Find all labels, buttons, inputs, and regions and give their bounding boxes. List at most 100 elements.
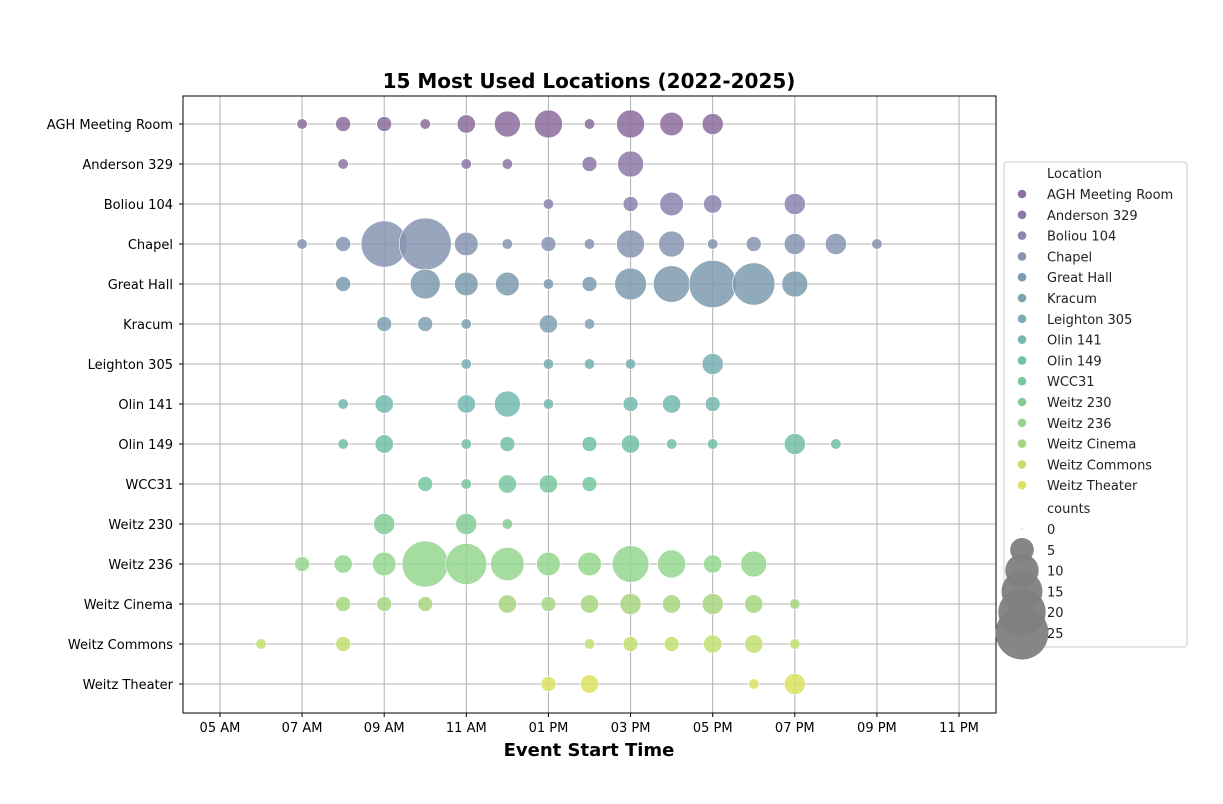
legend-size-label: 0 bbox=[1047, 523, 1055, 538]
data-point bbox=[701, 113, 724, 135]
data-point bbox=[783, 193, 806, 215]
data-point bbox=[497, 594, 517, 614]
data-point bbox=[581, 156, 598, 172]
x-tick-label: 05 PM bbox=[693, 721, 733, 736]
data-point bbox=[497, 474, 517, 494]
data-point bbox=[621, 434, 641, 454]
data-point bbox=[583, 118, 596, 130]
data-point bbox=[666, 438, 678, 450]
legend-label: Olin 149 bbox=[1047, 354, 1102, 369]
data-point bbox=[419, 118, 431, 130]
data-point bbox=[542, 198, 555, 210]
y-tick-label: Anderson 329 bbox=[82, 158, 173, 173]
y-tick-label: Weitz Cinema bbox=[84, 598, 173, 613]
data-point bbox=[662, 594, 682, 614]
legend-marker bbox=[1017, 356, 1027, 365]
data-point bbox=[744, 594, 764, 614]
data-point bbox=[783, 233, 806, 255]
legend-marker bbox=[1017, 439, 1027, 448]
data-point bbox=[611, 545, 650, 583]
data-point bbox=[296, 238, 308, 250]
y-tick-label: Leighton 305 bbox=[88, 358, 173, 373]
legend-label: Weitz Cinema bbox=[1047, 438, 1136, 453]
data-point bbox=[540, 676, 557, 692]
data-point bbox=[460, 158, 472, 170]
data-point bbox=[460, 318, 472, 330]
x-tick-label: 07 PM bbox=[775, 721, 815, 736]
data-point bbox=[581, 276, 598, 292]
legend-size-label: 10 bbox=[1047, 565, 1064, 580]
data-point bbox=[657, 549, 686, 579]
data-point bbox=[454, 231, 479, 257]
data-point bbox=[583, 238, 596, 250]
data-point bbox=[374, 434, 394, 454]
data-point bbox=[614, 267, 647, 301]
data-point bbox=[583, 318, 596, 330]
legend-size-entries: 0 5 10 15 20 25 bbox=[995, 523, 1064, 660]
data-point bbox=[701, 593, 724, 615]
data-point bbox=[501, 158, 513, 170]
data-point bbox=[376, 116, 392, 132]
data-point bbox=[296, 118, 308, 130]
data-point bbox=[542, 358, 555, 370]
y-tick-label: Olin 141 bbox=[118, 398, 173, 413]
legend-label: WCC31 bbox=[1047, 375, 1095, 390]
legend-label: Weitz 236 bbox=[1047, 417, 1112, 432]
data-point bbox=[409, 268, 441, 300]
y-tick-label: AGH Meeting Room bbox=[47, 118, 173, 133]
legend-size-label: 20 bbox=[1047, 606, 1064, 621]
data-point bbox=[707, 238, 719, 250]
data-point bbox=[373, 513, 396, 535]
data-point bbox=[494, 110, 521, 138]
data-point bbox=[659, 111, 684, 137]
data-point bbox=[536, 551, 561, 577]
data-point bbox=[540, 236, 557, 252]
data-point bbox=[830, 438, 842, 450]
y-tick-label: Weitz Commons bbox=[68, 638, 173, 653]
legend-label: Great Hall bbox=[1047, 271, 1112, 286]
data-point bbox=[417, 316, 434, 332]
legend-label: Kracum bbox=[1047, 292, 1097, 307]
legend-size-label: 25 bbox=[1047, 627, 1064, 642]
legend-label: Anderson 329 bbox=[1047, 209, 1138, 224]
data-point bbox=[401, 540, 449, 588]
data-point bbox=[617, 150, 644, 178]
y-tick-label: Kracum bbox=[123, 318, 173, 333]
data-point bbox=[445, 543, 488, 585]
legend-marker bbox=[1017, 480, 1027, 490]
data-point bbox=[622, 396, 639, 412]
legend-label: Chapel bbox=[1047, 250, 1092, 265]
legend-label: Boliou 104 bbox=[1047, 230, 1116, 245]
data-point bbox=[335, 276, 351, 292]
legend-marker bbox=[1017, 314, 1027, 324]
data-point bbox=[542, 278, 555, 290]
data-point bbox=[824, 233, 847, 255]
data-point bbox=[583, 358, 596, 370]
legend-marker bbox=[1017, 272, 1027, 282]
data-point bbox=[333, 554, 353, 574]
legend-frame bbox=[1003, 161, 1188, 648]
data-point bbox=[374, 394, 394, 414]
data-point bbox=[454, 271, 479, 297]
data-point bbox=[707, 438, 719, 450]
x-tick-label: 11 PM bbox=[939, 721, 979, 736]
data-point bbox=[703, 634, 723, 654]
legend-marker bbox=[1017, 376, 1027, 386]
data-point bbox=[490, 546, 525, 582]
legend-title-counts: counts bbox=[1047, 502, 1091, 517]
legend-size-label: 15 bbox=[1047, 585, 1064, 600]
data-point bbox=[701, 353, 724, 375]
data-point bbox=[783, 673, 806, 695]
data-point bbox=[460, 478, 472, 490]
legend-marker bbox=[1017, 460, 1027, 469]
data-point bbox=[499, 436, 516, 452]
x-axis-label: Event Start Time bbox=[504, 740, 675, 761]
data-point bbox=[619, 593, 642, 615]
data-point bbox=[871, 238, 883, 250]
data-point bbox=[494, 390, 521, 418]
data-point bbox=[460, 358, 472, 370]
data-point bbox=[744, 634, 764, 654]
data-point bbox=[577, 551, 602, 577]
x-tick-label: 11 AM bbox=[446, 721, 487, 736]
